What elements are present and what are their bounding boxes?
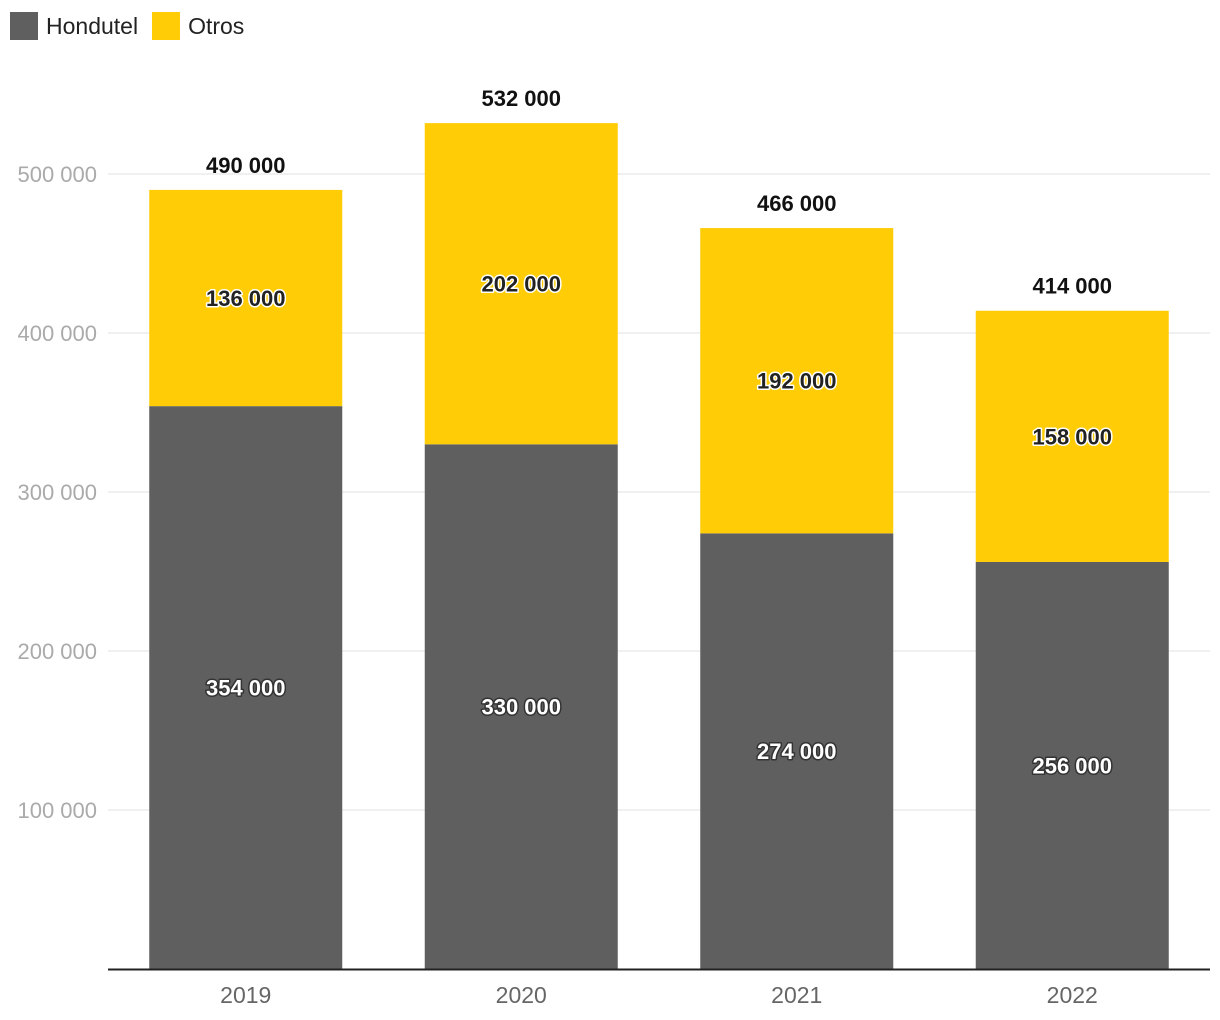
y-tick-label-500000: 500 000 [17,162,97,187]
bar-otros-2022 [975,310,1169,562]
total-label-2022: 414 000 [1032,274,1112,299]
data-label-hondutel-2020: 330 000 [481,695,561,720]
bar-hondutel-2021 [700,533,894,969]
data-label-otros-2022: 158 000 [1032,424,1112,449]
total-label-2019: 490 000 [206,153,286,178]
data-label-otros-2021: 192 000 [757,369,837,394]
x-tick-label-2022: 2022 [1047,982,1098,1008]
y-tick-label-200000: 200 000 [17,639,97,664]
bar-otros-2021 [700,228,894,534]
data-label-hondutel-2019: 354 000 [206,676,286,701]
y-tick-label-100000: 100 000 [17,798,97,823]
y-tick-label-300000: 300 000 [17,480,97,505]
legend-swatch-hondutel [10,12,38,40]
legend-swatch-otros [152,12,181,40]
data-label-otros-2019: 136 000 [206,286,286,311]
bar-hondutel-2020 [424,444,618,969]
bar-hondutel-2022 [975,561,1169,969]
legend-label-hondutel: Hondutel [46,12,139,39]
legend-item-hondutel: Hondutel [10,12,138,40]
total-label-2020: 532 000 [481,86,561,111]
bar-otros-2019 [149,189,343,407]
x-tick-label-2021: 2021 [771,982,822,1008]
y-tick-label-400000: 400 000 [17,321,97,346]
legend-label-otros: Otros [188,12,245,39]
data-label-otros-2020: 202 000 [481,272,561,297]
x-tick-label-2019: 2019 [220,982,271,1008]
data-label-hondutel-2022: 256 000 [1032,753,1112,778]
total-label-2021: 466 000 [757,191,837,216]
legend-item-otros: Otros [152,12,244,40]
bar-otros-2020 [424,123,618,445]
bar-hondutel-2019 [149,406,343,969]
legend: Hondutel Otros [10,10,258,42]
x-tick-label-2020: 2020 [496,982,547,1008]
data-label-hondutel-2021: 274 000 [757,739,837,764]
